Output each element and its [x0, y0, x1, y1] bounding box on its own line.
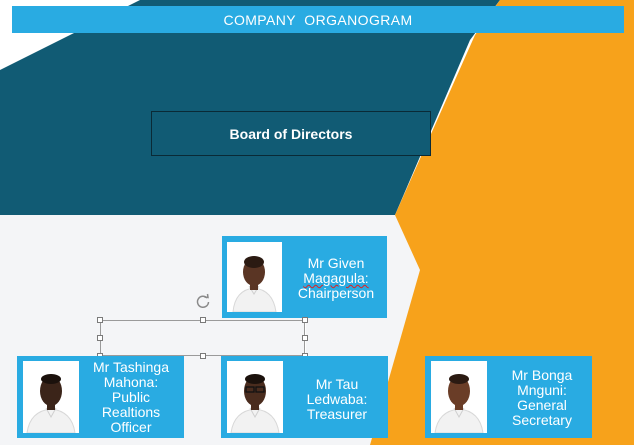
member-card-pr-officer[interactable]: Mr Tashinga Mahona: Public Realtions Off… [17, 356, 184, 438]
member-3-line-3: General [517, 397, 567, 413]
member-2-line-2: Ledwaba: [306, 391, 368, 407]
member-name-2: Mr Tau Ledwaba: Treasurer [293, 377, 381, 422]
chairperson-photo [227, 242, 282, 312]
member-photo-2 [227, 361, 283, 433]
chairperson-card[interactable]: Mr Given Magagula: Chairperson [222, 236, 387, 318]
member-3-line-4: Secretary [512, 412, 572, 428]
resize-handle-middle-left[interactable] [97, 335, 103, 341]
member-1-line-5: Officer [110, 419, 152, 435]
selection-frame[interactable] [100, 320, 305, 356]
member-1-line-4: Realtions [101, 404, 161, 420]
member-name-1: Mr Tashinga Mahona: Public Realtions Off… [81, 360, 181, 435]
member-1-line-1: Mr Tashinga [92, 359, 169, 375]
member-1-line-2: Mahona: [103, 374, 159, 390]
member-name-3: Mr Bonga Mnguni: General Secretary [497, 368, 587, 428]
member-2-line-3: Treasurer [306, 406, 368, 422]
background-orange-shape [370, 35, 634, 445]
chair-line-2: Magagula: [303, 270, 369, 286]
person-photo-icon [227, 361, 283, 433]
member-photo-3 [431, 361, 487, 433]
member-1-line-3: Public [111, 389, 151, 405]
person-photo-icon [227, 242, 282, 312]
board-label: Board of Directors [229, 125, 353, 142]
resize-handle-top-right[interactable] [302, 317, 308, 323]
chair-line-3: Chairperson [297, 285, 375, 301]
resize-handle-top-left[interactable] [97, 317, 103, 323]
resize-handle-top-middle[interactable] [200, 317, 206, 323]
member-card-treasurer[interactable]: Mr Tau Ledwaba: Treasurer [221, 356, 388, 438]
resize-handle-middle-right[interactable] [302, 335, 308, 341]
board-of-directors-box[interactable]: Board of Directors [151, 111, 431, 156]
member-2-line-1: Mr Tau [315, 376, 359, 392]
person-photo-icon [23, 361, 79, 433]
resize-handle-bottom-middle[interactable] [200, 353, 206, 359]
member-3-line-1: Mr Bonga [511, 367, 573, 383]
member-card-secretary[interactable]: Mr Bonga Mnguni: General Secretary [425, 356, 592, 438]
rotate-handle-icon[interactable] [195, 293, 211, 309]
background-teal-shape [0, 0, 500, 215]
organogram-title: COMPANY ORGANOGRAM [12, 6, 624, 33]
chair-line-1: Mr Given [307, 255, 365, 271]
person-photo-icon [431, 361, 487, 433]
member-photo-1 [23, 361, 79, 433]
member-3-line-2: Mnguni: [517, 382, 567, 398]
chairperson-name: Mr Given Magagula: Chairperson [288, 256, 384, 301]
